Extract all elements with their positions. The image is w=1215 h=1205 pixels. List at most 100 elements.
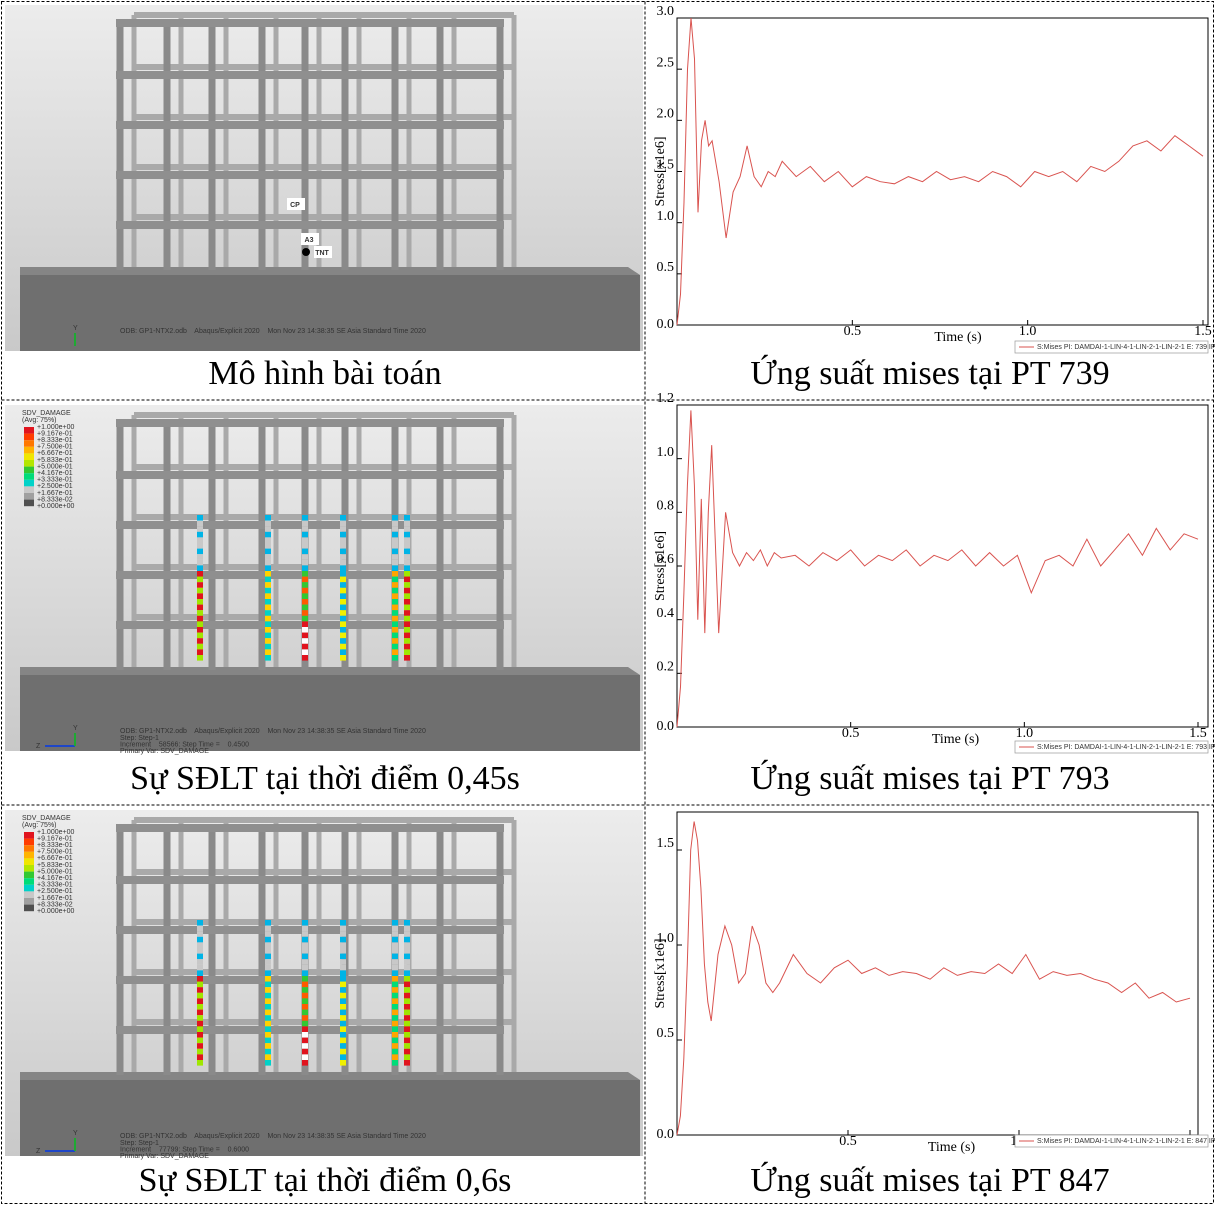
damage-strip [265, 644, 271, 650]
damage-strip [392, 959, 398, 965]
y-axis-label: Stress[x1e6] [653, 939, 668, 1009]
damage-strip [340, 532, 346, 538]
damage-strip [197, 610, 203, 616]
damage-strip [302, 965, 308, 971]
damage-strip [404, 954, 410, 960]
damage-strip [404, 1043, 410, 1049]
damage-strip [404, 976, 410, 982]
damage-strip [265, 1038, 271, 1044]
damage-strip [392, 993, 398, 999]
y-tick-label: 0.4 [657, 606, 675, 621]
damage-strip [197, 954, 203, 960]
damage-strip [404, 1054, 410, 1060]
damage-strip [302, 931, 308, 937]
damage-strip [265, 588, 271, 594]
legend-swatch [24, 852, 34, 859]
damage-strip [392, 515, 398, 521]
damage-strip [392, 571, 398, 577]
damage-strip [265, 931, 271, 937]
damage-strip [197, 571, 203, 577]
legend-swatch [24, 434, 34, 441]
caption: Ứng suất mises tại PT 847 [750, 1161, 1109, 1199]
damage-strip [265, 649, 271, 655]
damage-strip [265, 954, 271, 960]
damage-strip [197, 926, 203, 932]
y-axis-label: Stress[x1e6] [653, 531, 668, 601]
damage-strip [340, 954, 346, 960]
damage-strip [265, 526, 271, 532]
damage-strip [392, 521, 398, 527]
damage-strip [302, 937, 308, 943]
damage-strip [404, 610, 410, 616]
damage-strip [197, 1032, 203, 1038]
figure: CPA3TNTODB: GP1-NTX2.odb Abaqus/Explicit… [0, 0, 1215, 1205]
damage-strip [197, 987, 203, 993]
damage-strip [392, 987, 398, 993]
damage-strip [302, 655, 308, 661]
damage-strip [197, 1015, 203, 1021]
legend-value: +0.000e+00 [37, 908, 74, 915]
damage-strip [265, 593, 271, 599]
damage-strip [265, 987, 271, 993]
damage-strip [392, 577, 398, 583]
damage-strip [302, 515, 308, 521]
damage-strip [197, 537, 203, 543]
damage-strip [404, 549, 410, 555]
damage-strip [404, 926, 410, 932]
damage-strip [340, 1004, 346, 1010]
legend-title: SDV_DAMAGE [22, 815, 71, 822]
step-info: Primary Var: SDV_DAMAGE [120, 748, 209, 755]
damage-strip [197, 1060, 203, 1066]
damage-strip [340, 1060, 346, 1066]
damage-strip [302, 571, 308, 577]
y-tick-label: 0.5 [657, 260, 675, 275]
damage-strip [340, 649, 346, 655]
damage-strip [197, 577, 203, 583]
y-tick-label: 1.0 [657, 209, 675, 224]
damage-strip [265, 1060, 271, 1066]
damage-strip [404, 543, 410, 549]
damage-strip [302, 649, 308, 655]
damage-strip [197, 993, 203, 999]
damage-strip [392, 644, 398, 650]
damage-strip [302, 926, 308, 932]
damage-strip [302, 616, 308, 622]
damage-strip [265, 993, 271, 999]
legend-swatch [24, 493, 34, 500]
damage-strip [404, 571, 410, 577]
damage-strip [265, 554, 271, 560]
damage-strip [197, 565, 203, 571]
caption: Ứng suất mises tại PT 793 [750, 759, 1109, 797]
damage-strip [197, 532, 203, 538]
damage-strip [404, 931, 410, 937]
damage-strip [197, 942, 203, 948]
damage-strip [197, 638, 203, 644]
legend-swatch [24, 460, 34, 467]
damage-strip [340, 571, 346, 577]
damage-strip [265, 959, 271, 965]
damage-strip [197, 599, 203, 605]
damage-strip [392, 931, 398, 937]
damage-strip [340, 948, 346, 954]
legend-swatch [24, 486, 34, 493]
damage-strip [302, 605, 308, 611]
caption: Sự SĐLT tại thời điểm 0,45s [130, 760, 520, 797]
y-tick-label: 0.0 [657, 1127, 675, 1142]
damage-strip [265, 627, 271, 633]
damage-strip [265, 1049, 271, 1055]
damage-strip [392, 593, 398, 599]
damage-strip [302, 633, 308, 639]
damage-strip [265, 565, 271, 571]
damage-strip [404, 1038, 410, 1044]
damage-strip [392, 965, 398, 971]
damage-strip [197, 1026, 203, 1032]
damage-strip [265, 610, 271, 616]
legend-value: +0.000e+00 [37, 503, 74, 510]
damage-strip [302, 577, 308, 583]
damage-strip [197, 616, 203, 622]
damage-strip [197, 515, 203, 521]
chart: 0.00.20.40.60.81.01.20.51.01.5Time (s)St… [653, 391, 1215, 753]
damage-strip [197, 1010, 203, 1016]
damage-strip [340, 616, 346, 622]
